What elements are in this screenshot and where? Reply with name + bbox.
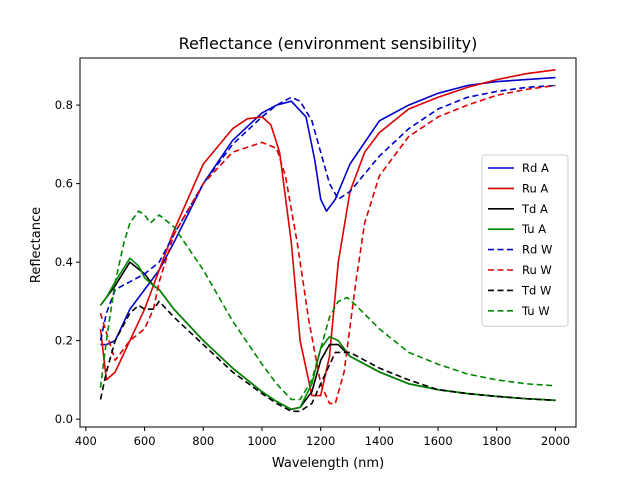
legend-label-ru-w: Ru W	[522, 263, 552, 277]
x-tick-label: 1200	[306, 434, 335, 448]
plot-frame	[79, 57, 577, 428]
chart-title: Reflectance (environment sensibility)	[179, 34, 478, 53]
series-line-ru-w	[99, 84, 556, 405]
series-layer	[99, 69, 556, 413]
series-line-rd-w	[99, 84, 556, 341]
ticks-layer: 400 600 800 1000 1200 1400 1600 1800 2000 0.0 0.2 0…	[55, 98, 570, 448]
x-tick-label: 1400	[365, 434, 394, 448]
series-line-rd-a	[100, 76, 556, 346]
legend-box	[481, 154, 569, 327]
x-tick-label: 600	[134, 434, 156, 448]
x-axis-label: Wavelength (nm)	[272, 456, 384, 471]
series-line-ru-a	[99, 69, 556, 397]
x-tick-label: 1000	[247, 434, 276, 448]
x-tick-label: 2000	[541, 434, 570, 448]
x-tick-label: 400	[75, 434, 97, 448]
y-tick-label: 0.4	[55, 255, 73, 269]
y-axis-label: Reflectance	[29, 207, 44, 283]
legend-label-td-a: Td A	[521, 202, 548, 216]
y-tick-label: 0.6	[55, 177, 73, 191]
legend-label-rd-a: Rd A	[522, 161, 549, 175]
legend-label-rd-w: Rd W	[522, 243, 552, 257]
series-line-tu-a	[99, 257, 556, 411]
legend-label-td-w: Td W	[521, 283, 551, 297]
x-tick-label: 800	[192, 434, 214, 448]
y-tick-label: 0.0	[55, 412, 73, 426]
legend-label-tu-a: Tu A	[521, 222, 546, 236]
x-tick-label: 1800	[482, 434, 511, 448]
y-tick-label: 0.8	[55, 98, 73, 112]
x-tick-label: 1600	[423, 434, 452, 448]
legend: Rd A Ru A Td A Tu A Rd W Ru W Td W Tu W	[481, 154, 569, 327]
legend-label-ru-a: Ru A	[522, 181, 548, 195]
y-tick-label: 0.2	[55, 334, 73, 348]
series-line-td-w	[99, 300, 556, 413]
series-line-tu-w	[99, 210, 556, 401]
legend-label-tu-w: Tu W	[521, 304, 550, 318]
